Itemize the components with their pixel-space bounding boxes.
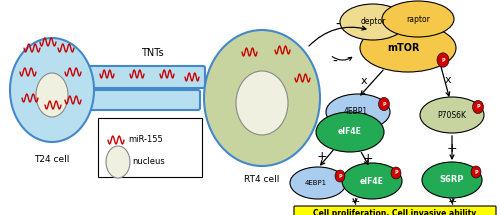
Text: P: P: [382, 101, 386, 106]
Ellipse shape: [472, 100, 484, 114]
Text: -: -: [336, 18, 340, 32]
Text: 4EBP1: 4EBP1: [344, 108, 368, 117]
FancyBboxPatch shape: [98, 118, 202, 177]
Text: T24 cell: T24 cell: [34, 155, 70, 164]
Text: deptor: deptor: [360, 17, 386, 26]
Text: RT4 cell: RT4 cell: [244, 175, 280, 184]
Ellipse shape: [471, 166, 481, 178]
Text: +: +: [350, 197, 360, 207]
Text: TNTs: TNTs: [140, 48, 164, 58]
Ellipse shape: [106, 146, 130, 178]
FancyBboxPatch shape: [86, 66, 205, 88]
Text: mTOR: mTOR: [388, 43, 420, 53]
Ellipse shape: [360, 24, 456, 72]
Text: S6RP: S6RP: [440, 175, 464, 184]
Text: eIF4E: eIF4E: [360, 177, 384, 186]
Text: x: x: [360, 76, 368, 86]
Text: +: +: [316, 150, 328, 163]
Ellipse shape: [422, 162, 482, 198]
Text: nucleus: nucleus: [132, 158, 165, 166]
Text: x: x: [444, 75, 452, 85]
Ellipse shape: [36, 73, 68, 117]
Text: 4EBP1: 4EBP1: [305, 180, 327, 186]
Text: miR-155: miR-155: [128, 135, 163, 144]
Text: +: +: [446, 141, 458, 155]
Ellipse shape: [316, 112, 384, 152]
Ellipse shape: [378, 97, 390, 111]
Text: eIF4E: eIF4E: [338, 127, 362, 137]
Text: +: +: [362, 152, 374, 164]
Text: +: +: [448, 197, 456, 207]
Ellipse shape: [420, 97, 484, 133]
Text: P: P: [474, 169, 478, 175]
FancyBboxPatch shape: [294, 206, 496, 215]
Text: P: P: [441, 57, 445, 63]
Ellipse shape: [204, 30, 320, 166]
Text: -: -: [332, 55, 338, 69]
Ellipse shape: [236, 71, 288, 135]
FancyBboxPatch shape: [86, 90, 200, 110]
Ellipse shape: [340, 4, 406, 40]
Ellipse shape: [342, 163, 402, 199]
Ellipse shape: [326, 94, 390, 130]
Text: P: P: [394, 170, 398, 175]
Ellipse shape: [335, 170, 345, 182]
Text: Cell proliferation, Cell invasive ability: Cell proliferation, Cell invasive abilit…: [314, 209, 476, 215]
Ellipse shape: [391, 167, 401, 179]
Ellipse shape: [437, 53, 449, 67]
Ellipse shape: [10, 38, 94, 142]
Text: P70S6K: P70S6K: [438, 111, 466, 120]
Text: raptor: raptor: [406, 14, 430, 23]
Ellipse shape: [382, 1, 454, 37]
Text: P: P: [476, 104, 480, 109]
Text: P: P: [338, 174, 342, 178]
Ellipse shape: [290, 167, 346, 199]
